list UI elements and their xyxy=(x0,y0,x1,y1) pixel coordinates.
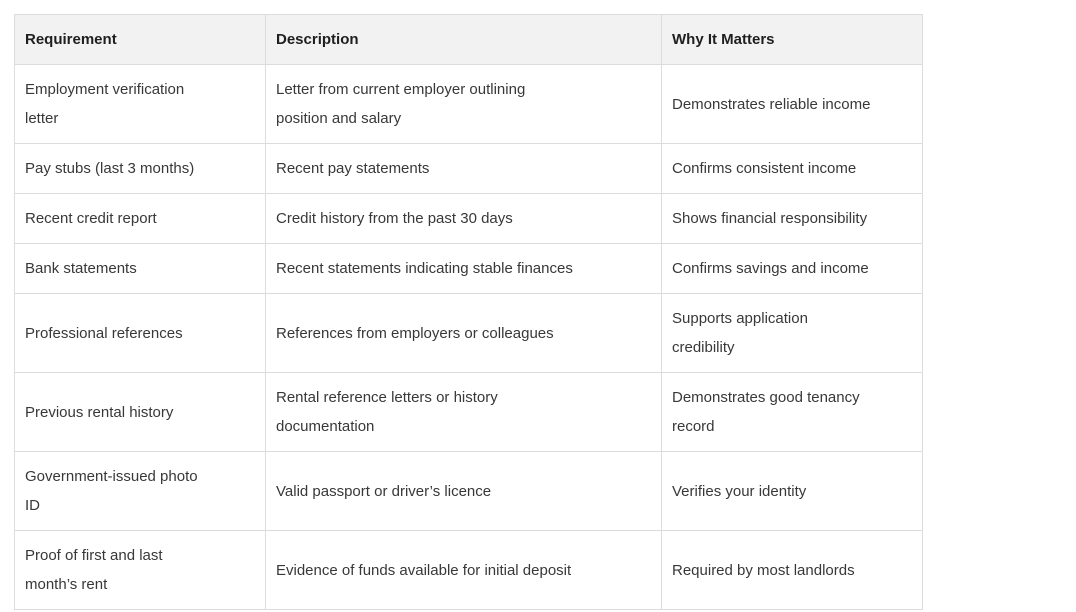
cell-why-it-matters: Required by most landlords xyxy=(661,530,923,610)
requirements-table-container: Requirement Description Why It Matters E… xyxy=(14,14,923,610)
table-row: Pay stubs (last 3 months) Recent pay sta… xyxy=(14,143,923,194)
cell-description: References from employers or colleagues xyxy=(265,293,662,373)
cell-description: Letter from current employer outlining p… xyxy=(265,64,662,144)
table-row: Government-issued photo ID Valid passpor… xyxy=(14,451,923,531)
cell-why-it-matters: Demonstrates reliable income xyxy=(661,64,923,144)
cell-requirement: Employment verification letter xyxy=(14,64,266,144)
column-header-description: Description xyxy=(265,14,662,65)
header-row: Requirement Description Why It Matters xyxy=(14,14,923,65)
table-row: Bank statements Recent statements indica… xyxy=(14,243,923,294)
cell-requirement: Government-issued photo ID xyxy=(14,451,266,531)
cell-requirement: Professional references xyxy=(14,293,266,373)
table-row: Professional references References from … xyxy=(14,293,923,373)
cell-why-it-matters: Confirms savings and income xyxy=(661,243,923,294)
cell-description: Recent pay statements xyxy=(265,143,662,194)
cell-description: Credit history from the past 30 days xyxy=(265,193,662,244)
table-row: Proof of first and last month’s rent Evi… xyxy=(14,530,923,610)
cell-why-it-matters: Confirms consistent income xyxy=(661,143,923,194)
cell-requirement: Recent credit report xyxy=(14,193,266,244)
cell-requirement: Pay stubs (last 3 months) xyxy=(14,143,266,194)
column-header-why-it-matters: Why It Matters xyxy=(661,14,923,65)
cell-description: Valid passport or driver’s licence xyxy=(265,451,662,531)
table-row: Recent credit report Credit history from… xyxy=(14,193,923,244)
cell-why-it-matters: Supports application credibility xyxy=(661,293,923,373)
cell-requirement: Previous rental history xyxy=(14,372,266,452)
cell-requirement: Bank statements xyxy=(14,243,266,294)
table-row: Employment verification letter Letter fr… xyxy=(14,64,923,144)
column-header-requirement: Requirement xyxy=(14,14,266,65)
cell-description: Evidence of funds available for initial … xyxy=(265,530,662,610)
cell-requirement: Proof of first and last month’s rent xyxy=(14,530,266,610)
cell-why-it-matters: Demonstrates good tenancy record xyxy=(661,372,923,452)
cell-description: Recent statements indicating stable fina… xyxy=(265,243,662,294)
cell-why-it-matters: Verifies your identity xyxy=(661,451,923,531)
cell-description: Rental reference letters or history docu… xyxy=(265,372,662,452)
cell-why-it-matters: Shows financial responsibility xyxy=(661,193,923,244)
requirements-table: Requirement Description Why It Matters E… xyxy=(14,14,923,610)
table-row: Previous rental history Rental reference… xyxy=(14,372,923,452)
